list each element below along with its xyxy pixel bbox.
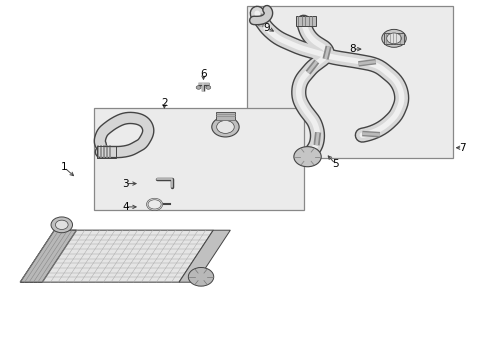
- Circle shape: [294, 147, 321, 167]
- Circle shape: [382, 30, 406, 47]
- Circle shape: [55, 220, 68, 229]
- Text: 9: 9: [264, 23, 270, 33]
- Text: 6: 6: [200, 69, 207, 79]
- Text: 7: 7: [459, 143, 466, 153]
- Text: 4: 4: [122, 202, 128, 212]
- Circle shape: [206, 86, 211, 89]
- Bar: [98, 145, 116, 158]
- Circle shape: [217, 121, 234, 134]
- Polygon shape: [179, 230, 230, 282]
- Bar: [94, 108, 304, 211]
- Text: 3: 3: [122, 179, 128, 189]
- Text: 1: 1: [61, 162, 68, 172]
- Circle shape: [212, 117, 239, 137]
- Circle shape: [387, 33, 401, 44]
- Bar: [384, 33, 404, 44]
- Bar: [247, 6, 453, 158]
- Text: 5: 5: [332, 159, 339, 169]
- Bar: [216, 112, 235, 121]
- Circle shape: [188, 267, 214, 286]
- Bar: [296, 16, 316, 26]
- Circle shape: [51, 217, 73, 233]
- Polygon shape: [20, 230, 76, 282]
- Circle shape: [196, 86, 201, 89]
- Text: 8: 8: [349, 44, 356, 54]
- Polygon shape: [20, 230, 213, 282]
- Text: 2: 2: [161, 98, 168, 108]
